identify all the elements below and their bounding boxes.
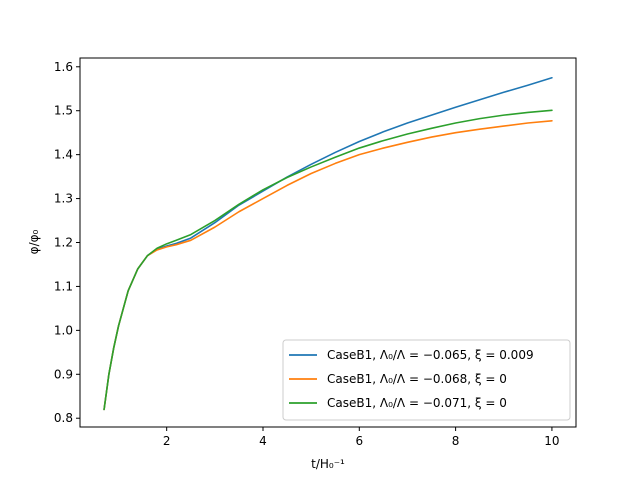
x-axis: 2 4 6 8 10	[163, 427, 560, 448]
series-layer	[103, 76, 553, 411]
y-tick-label: 1.2	[54, 236, 73, 250]
y-tick-label: 0.9	[54, 367, 73, 381]
y-tick-label: 1.3	[54, 192, 73, 206]
y-tick-label: 1.0	[54, 323, 73, 337]
legend-label-3: CaseB1, Λ₀/Λ = −0.071, ξ = 0	[327, 396, 507, 410]
y-axis: 0.8 0.9 1.0 1.1 1.2 1.3 1.4 1.5 1.6	[54, 60, 80, 425]
x-axis-label: t/H₀⁻¹	[311, 457, 345, 471]
y-axis-label: φ/φ₀	[27, 229, 41, 254]
x-tick-label: 8	[452, 434, 460, 448]
legend-label-1: CaseB1, Λ₀/Λ = −0.065, ξ = 0.009	[327, 348, 534, 362]
plot-frame	[79, 57, 577, 428]
y-tick-label: 1.4	[54, 148, 73, 162]
x-tick-label: 4	[259, 434, 267, 448]
legend-label-2: CaseB1, Λ₀/Λ = −0.068, ξ = 0	[327, 372, 507, 386]
x-tick-label: 6	[355, 434, 363, 448]
y-tick-label: 0.8	[54, 411, 73, 425]
y-tick-label: 1.1	[54, 279, 73, 293]
legend-box	[282, 339, 571, 421]
legend: CaseB1, Λ₀/Λ = −0.065, ξ = 0.009 CaseB1, …	[282, 339, 571, 421]
series-line-3	[103, 109, 553, 411]
x-tick-label: 2	[163, 434, 171, 448]
x-tick-label: 10	[544, 434, 559, 448]
y-tick-label: 1.6	[54, 60, 73, 74]
y-tick-label: 1.5	[54, 104, 73, 118]
